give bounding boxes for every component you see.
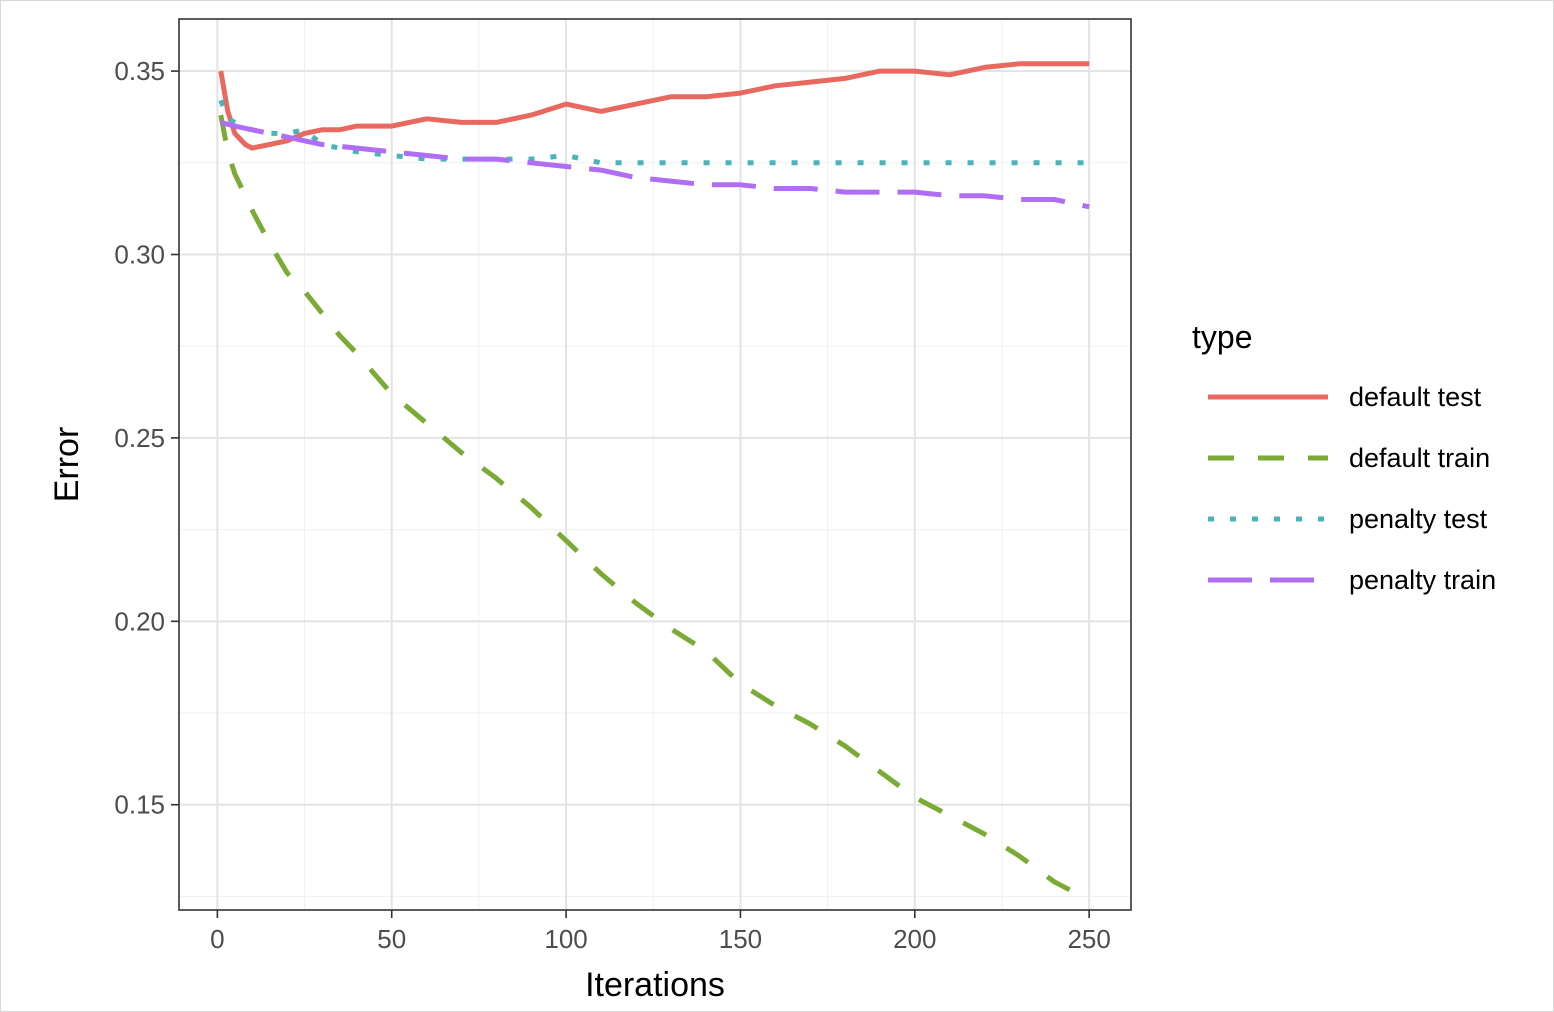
y-tick-label: 0.30 xyxy=(114,239,165,269)
y-tick-label: 0.20 xyxy=(114,606,165,636)
legend-item: penalty test xyxy=(1208,504,1488,534)
y-axis-title: Error xyxy=(48,427,86,503)
axes: 0 50 100 150 200 250 0.15 0.20 0.25 0.30 0.35 xyxy=(114,56,1110,954)
y-tick-label: 0.25 xyxy=(114,423,165,453)
x-tick-label: 150 xyxy=(719,924,762,954)
gridlines xyxy=(179,19,1131,910)
series-line-default-train xyxy=(218,114,1091,903)
legend-label: penalty train xyxy=(1349,565,1496,595)
series-lines xyxy=(218,61,1091,903)
legend-label: default test xyxy=(1349,382,1482,412)
legend-item: default test xyxy=(1208,382,1482,412)
x-tick-label: 100 xyxy=(544,924,587,954)
legend-item: default train xyxy=(1208,443,1490,473)
legend-label: penalty test xyxy=(1349,504,1488,534)
legend: type default test default train penalty te… xyxy=(1192,319,1496,595)
legend-label: default train xyxy=(1349,443,1490,473)
plot-panel-border xyxy=(178,18,1132,911)
x-tick-label: 50 xyxy=(377,924,406,954)
x-tick-label: 200 xyxy=(893,924,936,954)
x-tick-label: 0 xyxy=(210,924,224,954)
legend-title: type xyxy=(1192,319,1252,355)
y-tick-label: 0.35 xyxy=(114,56,165,86)
x-axis-title: Iterations xyxy=(585,966,725,1004)
y-tick-label: 0.15 xyxy=(114,790,165,820)
series-line-penalty-test xyxy=(218,99,1090,166)
x-tick-label: 250 xyxy=(1067,924,1110,954)
series-line-penalty-train xyxy=(220,119,1090,210)
series-line-default-test xyxy=(218,61,1090,151)
legend-item: penalty train xyxy=(1208,565,1496,595)
